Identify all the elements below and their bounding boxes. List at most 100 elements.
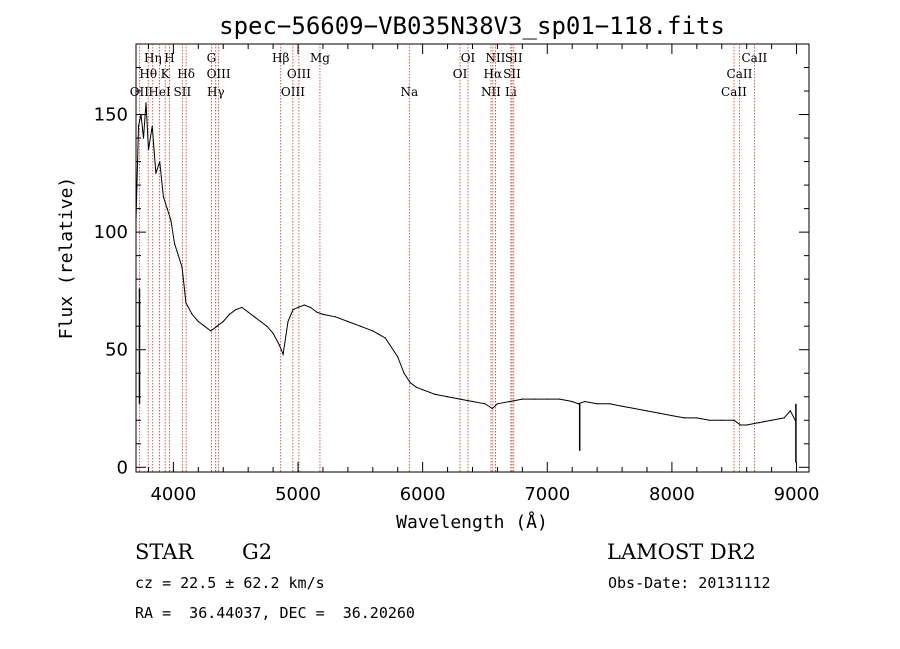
spectrum-point-29 bbox=[272, 332, 274, 334]
spectrum-point-60 bbox=[559, 398, 561, 400]
spectrum-point-54 bbox=[491, 407, 493, 410]
spectrum-point-1 bbox=[137, 125, 140, 127]
spectrum-point-49 bbox=[434, 393, 436, 395]
spectrum-point-14 bbox=[181, 266, 183, 268]
spectrum-point-15 bbox=[185, 302, 187, 304]
spectrum-point-62 bbox=[577, 403, 580, 405]
spectrum-point-4 bbox=[145, 102, 147, 104]
spectrum-point-22 bbox=[228, 313, 231, 315]
spectrum-point-24 bbox=[241, 306, 243, 308]
redshift-velocity: cz = 22.5 ± 62.2 km/s bbox=[135, 574, 325, 592]
emission-line-label-19: Hα bbox=[484, 67, 503, 81]
spectrum-point-64 bbox=[596, 403, 598, 405]
spectrum-point-33 bbox=[292, 309, 294, 311]
spectrum-point-50 bbox=[447, 396, 449, 398]
observation-date: Obs-Date: 20131112 bbox=[608, 574, 771, 592]
emission-line-label-7: Hδ bbox=[177, 67, 195, 81]
spectrum-point-27 bbox=[260, 320, 262, 323]
y-tick-label-2: 100 bbox=[94, 222, 128, 243]
emission-line-label-14: Mg bbox=[310, 51, 330, 65]
spectrum-point-10 bbox=[166, 208, 168, 210]
spectrum-point-6 bbox=[151, 125, 153, 127]
spectrum-point-3 bbox=[142, 137, 145, 139]
chart-title: spec−56609−VB035N38V3_sp01−118.fits bbox=[219, 12, 725, 40]
y-tick-label-1: 50 bbox=[105, 340, 128, 361]
emission-line-label-25: CaII bbox=[727, 67, 753, 81]
spectrum-point-12 bbox=[174, 243, 176, 245]
y-axis-label: Flux (relative) bbox=[56, 177, 77, 340]
spectrum-point-21 bbox=[222, 320, 224, 323]
spectrum-point-56 bbox=[509, 400, 511, 403]
spectrum-point-44 bbox=[397, 356, 399, 358]
spectrum-point-51 bbox=[459, 398, 461, 400]
spectrum-point-26 bbox=[253, 316, 255, 318]
emission-line-label-17: OI bbox=[461, 51, 476, 65]
spectrum-point-66 bbox=[621, 405, 623, 407]
spectrum-point-47 bbox=[415, 386, 417, 388]
spectrum-point-28 bbox=[266, 325, 268, 327]
spectrum-point-25 bbox=[247, 311, 249, 313]
spectrum-point-52 bbox=[471, 400, 474, 403]
survey-name: LAMOST DR2 bbox=[607, 540, 756, 564]
spectrum-point-7 bbox=[155, 172, 157, 174]
x-tick-label-1: 5000 bbox=[275, 484, 321, 505]
spectrum-point-79 bbox=[771, 419, 773, 421]
emission-line-label-3: HeI bbox=[148, 85, 171, 99]
emission-line-label-13: OIII bbox=[287, 67, 311, 81]
spectrum-point-35 bbox=[303, 304, 305, 306]
spectrum-point-81 bbox=[789, 410, 791, 412]
plot-frame bbox=[135, 43, 810, 473]
emission-line-label-15: Na bbox=[400, 85, 418, 99]
spectrum-point-20 bbox=[216, 325, 218, 327]
spectrum-point-32 bbox=[287, 320, 289, 323]
spectrum-point-42 bbox=[372, 330, 374, 332]
spectrum-point-0 bbox=[135, 219, 137, 221]
spectrum-line-0 bbox=[135, 102, 796, 426]
emission-line-label-11: Hβ bbox=[272, 51, 289, 65]
emission-line-label-12: OIII bbox=[281, 85, 305, 99]
spectrum-point-78 bbox=[758, 422, 760, 424]
emission-line-label-20: NII bbox=[485, 51, 505, 65]
spectrum-point-13 bbox=[177, 255, 179, 257]
emission-line-label-24: CaII bbox=[721, 85, 747, 99]
emission-line-label-23: SII bbox=[505, 51, 523, 65]
spectrum-point-65 bbox=[609, 403, 611, 405]
object-class: STAR bbox=[135, 540, 194, 564]
spectrum-point-37 bbox=[316, 311, 318, 313]
emission-line-label-4: K bbox=[161, 67, 171, 81]
spectrum-point-67 bbox=[633, 407, 636, 410]
emission-line-label-22: SII bbox=[503, 67, 521, 81]
spectrum-point-39 bbox=[334, 316, 336, 318]
spectrum-point-69 bbox=[658, 412, 661, 414]
spectrum-point-23 bbox=[235, 309, 237, 311]
spectrum-point-9 bbox=[162, 196, 164, 198]
emission-line-label-1: Hθ bbox=[139, 67, 157, 81]
spectrum-point-63 bbox=[584, 400, 586, 403]
emission-line-markers bbox=[138, 44, 755, 472]
spectrum-point-43 bbox=[384, 337, 386, 339]
spectrum-point-30 bbox=[278, 344, 280, 346]
spectrum-point-34 bbox=[297, 306, 299, 308]
spectrum-point-57 bbox=[521, 398, 524, 400]
x-tick-label-3: 7000 bbox=[524, 484, 570, 505]
spectrum-point-76 bbox=[739, 424, 742, 426]
emission-line-label-21: Li bbox=[505, 85, 517, 99]
emission-line-label-10: OIII bbox=[207, 67, 231, 81]
x-tick-label-2: 6000 bbox=[400, 484, 446, 505]
spectrum-point-72 bbox=[696, 417, 698, 419]
spectrum-point-58 bbox=[534, 398, 536, 400]
x-tick-label-5: 9000 bbox=[774, 484, 820, 505]
spectrum-point-80 bbox=[783, 417, 785, 419]
spectrum-point-38 bbox=[322, 313, 324, 315]
x-axis-label: Wavelength (Å) bbox=[396, 511, 548, 533]
spectrum-point-70 bbox=[671, 415, 673, 417]
spectrum-point-17 bbox=[197, 320, 199, 323]
spectrum-point-59 bbox=[546, 398, 548, 400]
x-axis: 4000 5000 6000 7000 8000 9000 bbox=[147, 44, 820, 505]
spectrum-point-41 bbox=[359, 325, 361, 327]
emission-line-label-9: Hγ bbox=[207, 85, 225, 99]
spectrum-point-16 bbox=[191, 313, 193, 315]
emission-line-label-18: NII bbox=[481, 85, 501, 99]
spectrum-point-46 bbox=[409, 382, 411, 384]
